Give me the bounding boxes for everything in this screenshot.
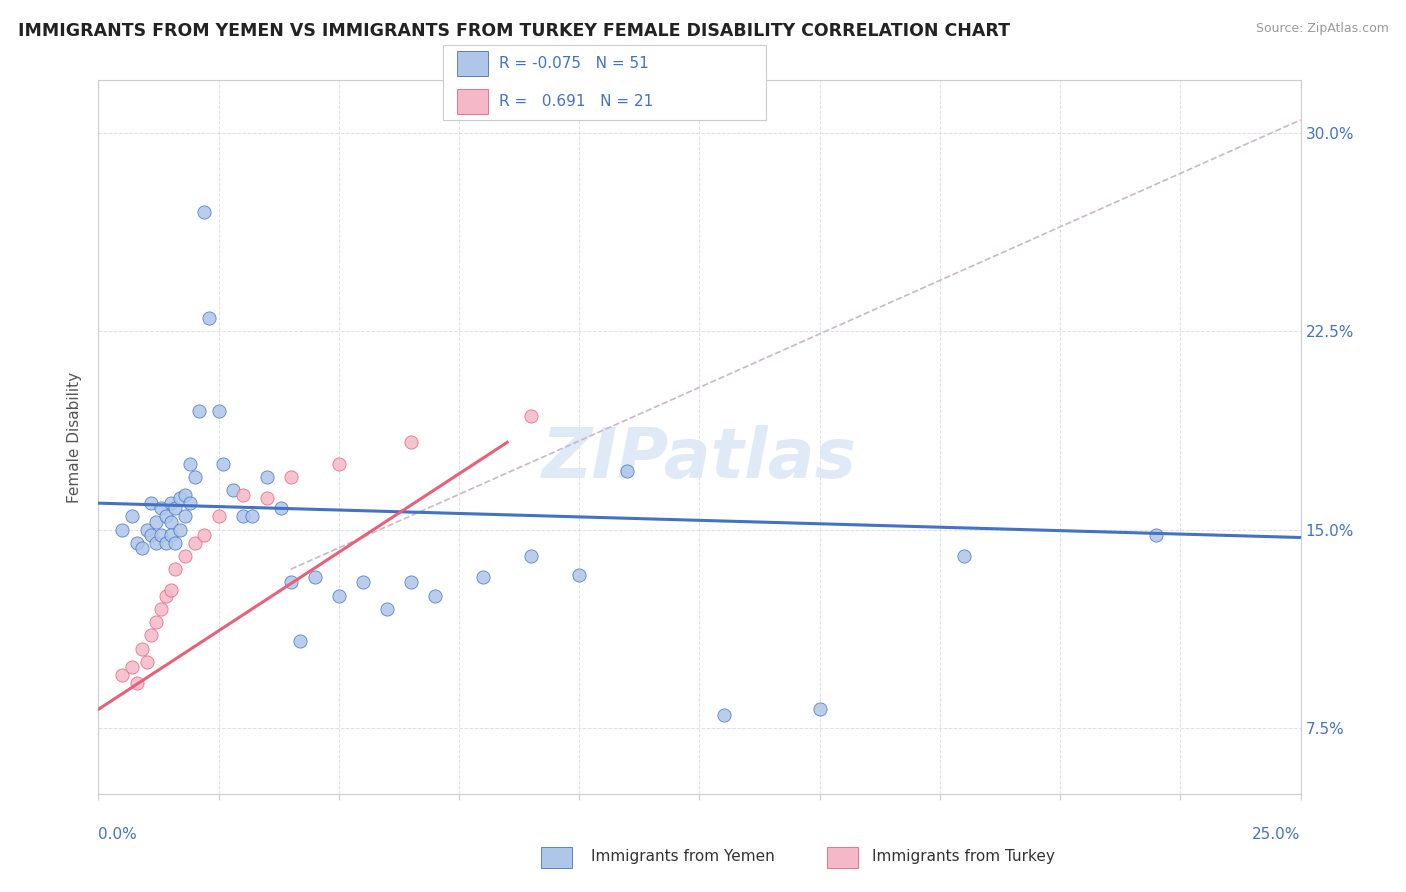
Point (352, 575, 374, 590)
Point (145, 515, 167, 529)
Point (159, 528, 181, 542)
Text: IMMIGRANTS FROM YEMEN VS IMMIGRANTS FROM TURKEY FEMALE DISABILITY CORRELATION CH: IMMIGRANTS FROM YEMEN VS IMMIGRANTS FROM… (18, 22, 1011, 40)
Point (193, 528, 215, 542)
Point (125, 676, 148, 690)
Text: R =   0.691   N = 21: R = 0.691 N = 21 (499, 94, 654, 109)
Point (141, 628, 163, 642)
Point (121, 660, 143, 674)
Point (179, 496, 201, 510)
Point (232, 509, 254, 524)
Point (135, 523, 157, 537)
Point (212, 457, 235, 471)
Text: ZIPatlas: ZIPatlas (541, 425, 858, 492)
Point (280, 575, 302, 590)
Point (240, 509, 263, 524)
Y-axis label: Female Disability: Female Disability (67, 371, 83, 503)
Point (165, 501, 187, 516)
Point (375, 602, 398, 616)
Point (280, 469, 302, 483)
Point (111, 523, 134, 537)
Point (222, 483, 245, 497)
Point (169, 491, 191, 505)
Point (1144, 528, 1167, 542)
Point (145, 615, 167, 629)
Point (423, 589, 446, 603)
Point (155, 536, 177, 550)
Point (290, 633, 312, 648)
Point (520, 549, 543, 563)
Text: Immigrants from Turkey: Immigrants from Turkey (872, 849, 1054, 863)
Point (155, 589, 177, 603)
Point (179, 457, 201, 471)
Point (125, 536, 148, 550)
Point (188, 403, 211, 417)
Point (183, 536, 205, 550)
Point (232, 488, 254, 502)
Point (953, 549, 976, 563)
Point (159, 496, 181, 510)
Point (520, 409, 543, 423)
Point (304, 570, 326, 584)
Point (270, 501, 292, 516)
Point (174, 488, 197, 502)
Point (135, 655, 157, 669)
Text: 0.0%: 0.0% (98, 827, 138, 841)
Point (174, 509, 197, 524)
Point (159, 583, 181, 598)
Point (198, 311, 221, 326)
Point (149, 501, 172, 516)
Point (155, 509, 177, 524)
Point (256, 491, 278, 505)
Point (183, 469, 205, 483)
Point (328, 589, 350, 603)
Text: Immigrants from Yemen: Immigrants from Yemen (591, 849, 775, 863)
Point (399, 575, 422, 590)
Point (149, 528, 172, 542)
Point (399, 435, 422, 450)
Point (193, 205, 215, 219)
Point (208, 403, 231, 417)
Point (208, 509, 231, 524)
Point (159, 515, 181, 529)
Point (111, 668, 134, 682)
Point (141, 528, 163, 542)
Point (165, 536, 187, 550)
Point (169, 523, 191, 537)
Point (131, 541, 153, 555)
Point (713, 707, 735, 722)
Point (472, 570, 495, 584)
Point (174, 549, 197, 563)
Point (808, 702, 831, 716)
Text: R = -0.075   N = 51: R = -0.075 N = 51 (499, 56, 650, 71)
Point (165, 562, 187, 576)
Point (568, 567, 591, 582)
Point (121, 509, 143, 524)
Text: Source: ZipAtlas.com: Source: ZipAtlas.com (1256, 22, 1389, 36)
Point (131, 641, 153, 656)
Point (149, 602, 172, 616)
Point (328, 457, 350, 471)
Point (145, 536, 167, 550)
Text: 25.0%: 25.0% (1253, 827, 1301, 841)
Point (256, 469, 278, 483)
Point (141, 496, 163, 510)
Point (616, 465, 638, 479)
